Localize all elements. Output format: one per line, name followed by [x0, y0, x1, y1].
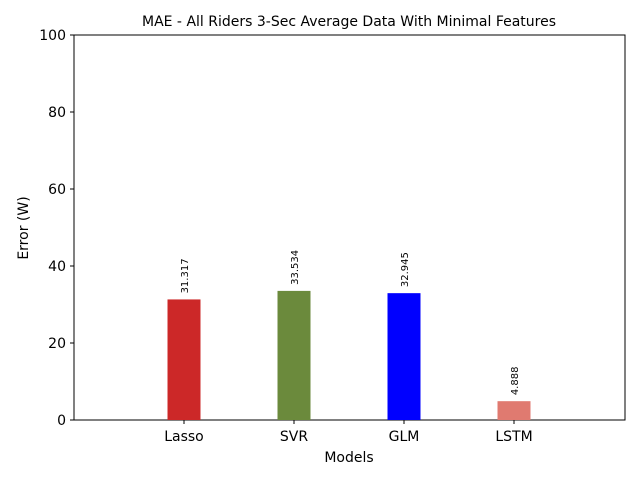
- x-tick-label-svr: SVR: [280, 429, 308, 445]
- y-tick-label: 100: [39, 28, 66, 44]
- x-axis: Lasso SVR GLM LSTM: [164, 420, 533, 445]
- y-tick-label: 40: [48, 259, 66, 275]
- y-tick-label: 80: [48, 105, 66, 121]
- chart-title: MAE - All Riders 3-Sec Average Data With…: [142, 14, 556, 30]
- bars-group: [167, 290, 531, 420]
- data-label-lasso: 31.317: [180, 258, 191, 293]
- bar-lasso: [167, 299, 201, 420]
- y-tick-label: 0: [57, 413, 66, 429]
- data-label-lstm: 4.888: [510, 367, 521, 396]
- bar-lstm: [497, 401, 531, 420]
- x-tick-label-lasso: Lasso: [164, 429, 204, 445]
- data-labels-group: 31.317 33.534 32.945 4.888: [180, 250, 521, 395]
- y-tick-label: 20: [48, 336, 66, 352]
- bar-glm: [387, 293, 421, 420]
- x-axis-title: Models: [324, 450, 373, 466]
- data-label-glm: 32.945: [400, 252, 411, 287]
- x-tick-label-lstm: LSTM: [495, 429, 532, 445]
- data-label-svr: 33.534: [290, 250, 301, 285]
- y-axis-title: Error (W): [16, 196, 32, 259]
- x-tick-label-glm: GLM: [389, 429, 420, 445]
- bar-svr: [277, 290, 311, 420]
- plot-frame: [73, 34, 626, 421]
- y-tick-label: 60: [48, 182, 66, 198]
- y-axis: 0 20 40 60 80 100: [39, 28, 74, 429]
